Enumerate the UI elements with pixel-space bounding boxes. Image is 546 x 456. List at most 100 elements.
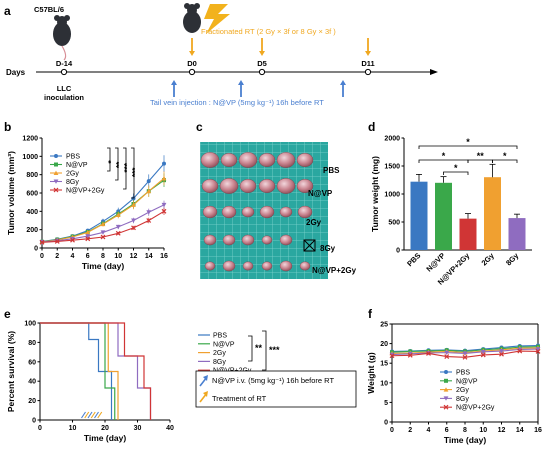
tumor-5-3 <box>242 261 254 271</box>
sig-bracket-4 <box>492 159 518 163</box>
marker-2gy <box>131 202 136 207</box>
x-tick-label: 4 <box>71 253 75 260</box>
marker-8gy <box>161 202 167 208</box>
marker-2gy <box>53 170 59 175</box>
x-tick-label: 8 <box>463 427 467 434</box>
y-tick-label: 20 <box>28 398 36 405</box>
marker-nvp-2gy <box>517 348 523 354</box>
marker-nvp-2gy <box>70 237 75 243</box>
panel-e: e 0 10 20 30 40 0 20 40 60 80 100 Time (day) Percent… <box>4 307 357 443</box>
marker-8gy <box>115 224 121 230</box>
bar-label-pbs: PBS <box>405 251 422 268</box>
y-tick-label: 0 <box>32 418 36 425</box>
marker-nvp-2gy <box>389 353 395 359</box>
significance-bracket-1 <box>248 335 253 362</box>
orange-arrowhead-icon <box>203 391 208 397</box>
tumor-5-2 <box>222 260 236 272</box>
legend-label-n-vp: N@VP <box>213 341 235 348</box>
tumor-4-1 <box>203 234 217 246</box>
tumor-3-6 <box>297 205 313 219</box>
x-tick-label: 0 <box>38 425 42 432</box>
timepoint-marker <box>60 68 68 76</box>
marker-nvp-2gy <box>407 352 413 358</box>
x-tick-label: 20 <box>101 425 109 432</box>
marker-nvp-2gy <box>115 230 121 236</box>
y-tick-label: 80 <box>28 340 36 347</box>
bar-label-2gy: 2Gy <box>480 250 497 267</box>
tumor-4-5 <box>279 234 293 246</box>
significance-label: * <box>107 160 116 164</box>
tumor-1-4 <box>258 152 276 167</box>
marker-pbs <box>444 370 448 374</box>
tumor-5-6 <box>299 261 311 271</box>
x-axis-label: Time (day) <box>84 433 127 443</box>
legend-label-n-vp-2gy: N@VP+2Gy <box>66 188 105 195</box>
x-tick-label: 16 <box>534 427 542 434</box>
marker-nvp-2gy <box>39 239 45 245</box>
significance-bracket <box>107 147 111 172</box>
tumor-1-2 <box>220 152 238 167</box>
y-tick-label: 400 <box>26 209 38 216</box>
timeline-arrows <box>171 38 371 97</box>
marker-8gy <box>480 349 486 355</box>
legend-label-pbs: PBS <box>456 370 470 377</box>
x-tick-label: 0 <box>40 253 44 260</box>
significance-label: *** <box>131 167 140 177</box>
marker-8gy <box>462 351 468 356</box>
sig-bracket-5 <box>443 171 469 175</box>
marker-nvp-2gy <box>54 238 60 244</box>
marker-nvp-2gy <box>100 234 106 240</box>
marker-pbs <box>162 161 166 166</box>
y-tick-label: 60 <box>28 359 36 366</box>
x-axis-label: Time (day) <box>444 435 487 445</box>
bar-pbs <box>410 181 428 250</box>
injection-arrowhead <box>171 80 177 85</box>
x-tick-label: 2 <box>55 253 59 260</box>
rt-mark <box>90 411 96 419</box>
tumor-row-labels: PBS N@VP 2Gy 8Gy N@VP+2Gy <box>306 166 357 275</box>
panel-label-a: a <box>4 4 11 18</box>
marker-nvp-2gy <box>480 352 486 358</box>
y-tick-label: 0 <box>34 246 38 253</box>
tumor-3-2 <box>221 205 237 219</box>
marker-nvp-2gy <box>53 187 59 193</box>
marker-nvp-2gy <box>499 351 504 357</box>
strain-label: C57BL/6 <box>34 5 64 14</box>
tumor-1-6 <box>296 152 314 167</box>
panel-label-f: f <box>368 307 373 321</box>
x-tick-label: 16 <box>160 253 168 260</box>
marker-nvp-2gy <box>161 208 167 214</box>
rt-text: Fractionated RT (2 Gy × 3f or 8 Gy × 3f … <box>201 27 336 36</box>
panel-b: b 0 2 4 6 8 10 12 14 16 0 200 400 600 800 1000 1200 Time… <box>4 120 168 271</box>
note-orange-text: Treatment of RT <box>212 394 267 403</box>
mouse-icon <box>53 15 71 61</box>
y-tick-label: 500 <box>388 220 400 227</box>
y-axis-label: Tumor weight (mg) <box>370 156 380 232</box>
x-tick-label: 10 <box>114 253 122 260</box>
injection-text: Tail vein injection : N@VP (5mg kg⁻¹) 16… <box>150 98 324 107</box>
legend-label-8gy: 8Gy <box>213 359 226 366</box>
marker-8gy <box>70 236 75 242</box>
marker-nvp-2gy <box>85 236 91 242</box>
injection-arrowhead <box>238 80 244 85</box>
blue-arrowhead-icon <box>203 375 208 381</box>
y-tick-label: 600 <box>26 191 38 198</box>
x-tick-label: 14 <box>516 427 524 434</box>
tumor-row-label-2gy: 2Gy <box>306 218 322 227</box>
legend-label-2gy: 2Gy <box>456 387 469 394</box>
tumor-4-3 <box>241 234 255 246</box>
y-tick-label: 15 <box>380 361 388 368</box>
significance-bracket <box>115 147 119 181</box>
y-tick-label: 0 <box>384 420 388 427</box>
tumor-2-5 <box>276 178 296 194</box>
panel-c: c PBS N@VP 2Gy 8Gy N@VP+2Gy <box>196 120 357 279</box>
marker-2gy <box>85 230 91 235</box>
y-tick-label: 25 <box>380 322 388 329</box>
tumor-4-4 <box>261 235 273 245</box>
marker-2gy <box>115 212 121 217</box>
x-tick-label: 12 <box>130 253 138 260</box>
tumor-5-4 <box>261 261 273 271</box>
bar-2gy <box>484 177 501 250</box>
y-tick-label: 200 <box>26 227 38 234</box>
y-tick-label: 20 <box>380 341 388 348</box>
